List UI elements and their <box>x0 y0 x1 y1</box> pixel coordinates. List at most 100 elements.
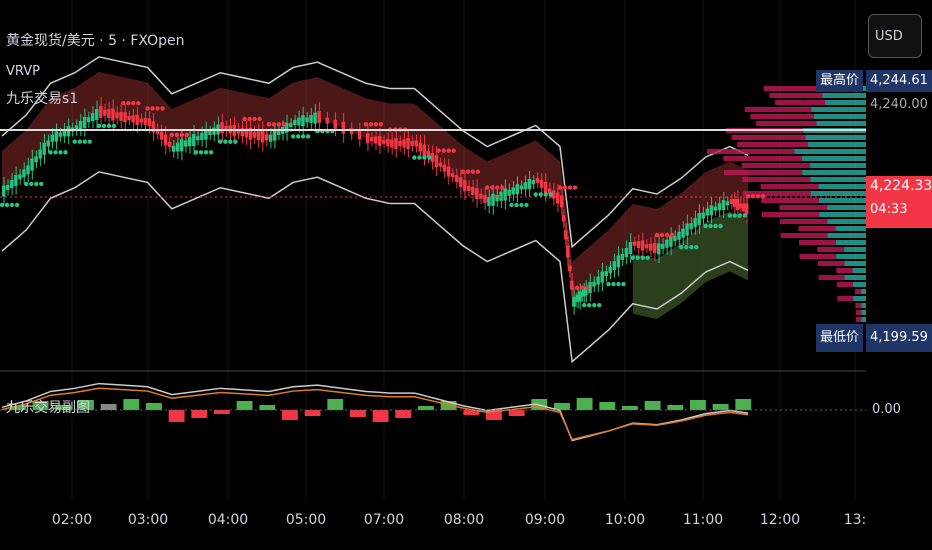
trend-dot <box>475 169 481 174</box>
volume-bar-down <box>723 156 802 161</box>
osc-histogram-bar <box>259 405 276 410</box>
candle <box>572 296 576 307</box>
candle <box>701 212 706 219</box>
trend-dot <box>562 185 568 190</box>
osc-histogram-bar <box>463 410 480 415</box>
candle <box>240 128 245 137</box>
candle <box>365 133 370 144</box>
candle <box>349 128 354 135</box>
osc-histogram-bar <box>55 405 72 410</box>
trend-dot <box>579 285 585 290</box>
currency-button[interactable]: USD <box>868 14 922 58</box>
candle <box>6 184 10 190</box>
osc-histogram-bar <box>304 410 321 416</box>
candle <box>175 142 180 152</box>
trend-dot <box>145 106 150 111</box>
x-tick-label: 08:00 <box>443 512 485 528</box>
candle <box>709 205 714 216</box>
volume-bar-down <box>761 212 820 217</box>
candle <box>503 188 507 201</box>
candle <box>539 179 544 188</box>
candle <box>244 128 249 138</box>
trend-dot <box>582 302 587 308</box>
trend-dot <box>742 213 748 218</box>
candle <box>90 113 95 122</box>
volume-bar-down <box>737 142 809 147</box>
candle <box>578 291 582 302</box>
volume-bar-down <box>731 135 806 140</box>
candle <box>458 177 463 188</box>
trend-dot <box>218 139 223 144</box>
volume-bar-up <box>861 310 866 315</box>
trend-dot <box>363 122 369 127</box>
trend-dot <box>82 139 87 144</box>
low-price-label: 最低价 <box>816 324 864 352</box>
candle <box>159 131 164 140</box>
volume-bar-down <box>760 184 819 189</box>
trend-dot <box>233 139 238 144</box>
candle <box>62 129 67 137</box>
candle <box>600 271 604 283</box>
lower-channel-line <box>1 171 749 364</box>
trend-dot <box>300 134 306 139</box>
indicator-sub-label[interactable]: 九乐交易副图 <box>6 400 90 416</box>
candle <box>406 138 410 150</box>
trend-dot <box>669 232 675 238</box>
candle <box>196 136 200 141</box>
candle <box>272 130 277 141</box>
volume-bar-down <box>756 121 817 126</box>
candle <box>636 241 641 249</box>
trend-dot <box>436 148 441 153</box>
volume-bar-down <box>837 296 854 301</box>
osc-histogram-bar <box>690 400 706 410</box>
candle <box>390 139 394 148</box>
trend-dot <box>266 122 272 127</box>
candle <box>183 140 188 147</box>
candle <box>252 131 257 138</box>
volume-bar-down <box>769 93 823 98</box>
bar-countdown: 04:33 <box>870 202 908 217</box>
volume-bar-up <box>844 261 866 266</box>
candle <box>652 243 657 254</box>
candle <box>289 123 293 128</box>
trend-dot <box>271 122 277 127</box>
candle <box>744 203 749 215</box>
volume-bar-down <box>750 114 814 119</box>
volume-bar-up <box>811 107 866 112</box>
candle <box>624 248 629 258</box>
candle <box>373 136 378 144</box>
volume-bar-up <box>816 121 866 126</box>
candle <box>418 142 422 152</box>
osc-histogram-bar <box>78 400 94 410</box>
trend-dot <box>745 194 751 199</box>
volume-bar-up <box>813 114 866 119</box>
candle <box>34 156 38 163</box>
chart-title[interactable]: 黄金现货/美元 · 5 · FXOpen <box>6 33 185 49</box>
candle <box>462 180 467 192</box>
candle <box>139 118 143 123</box>
candle <box>644 244 649 249</box>
trend-dot <box>34 181 39 187</box>
candle <box>511 187 515 195</box>
trend-dot <box>727 213 733 218</box>
trend-dot <box>592 302 597 308</box>
trend-dot <box>87 139 92 144</box>
candle <box>661 243 665 249</box>
indicator-main-label[interactable]: 九乐交易s1 <box>6 91 79 107</box>
trend-dot <box>24 181 29 187</box>
volume-bar-up <box>844 275 866 280</box>
indicator-vrvp-label[interactable]: VRVP <box>6 64 40 79</box>
volume-bar-down <box>799 254 837 259</box>
candles <box>2 96 749 315</box>
trend-dot <box>4 202 10 208</box>
candle <box>491 193 495 206</box>
candle <box>729 199 734 205</box>
trend-dot <box>198 150 204 155</box>
volume-bar-up <box>818 184 866 189</box>
candle <box>204 129 208 140</box>
trend-dot <box>635 255 640 260</box>
volume-bar-up <box>794 149 866 154</box>
candle <box>446 166 451 177</box>
candle <box>689 223 693 230</box>
trend-dot <box>101 123 107 129</box>
